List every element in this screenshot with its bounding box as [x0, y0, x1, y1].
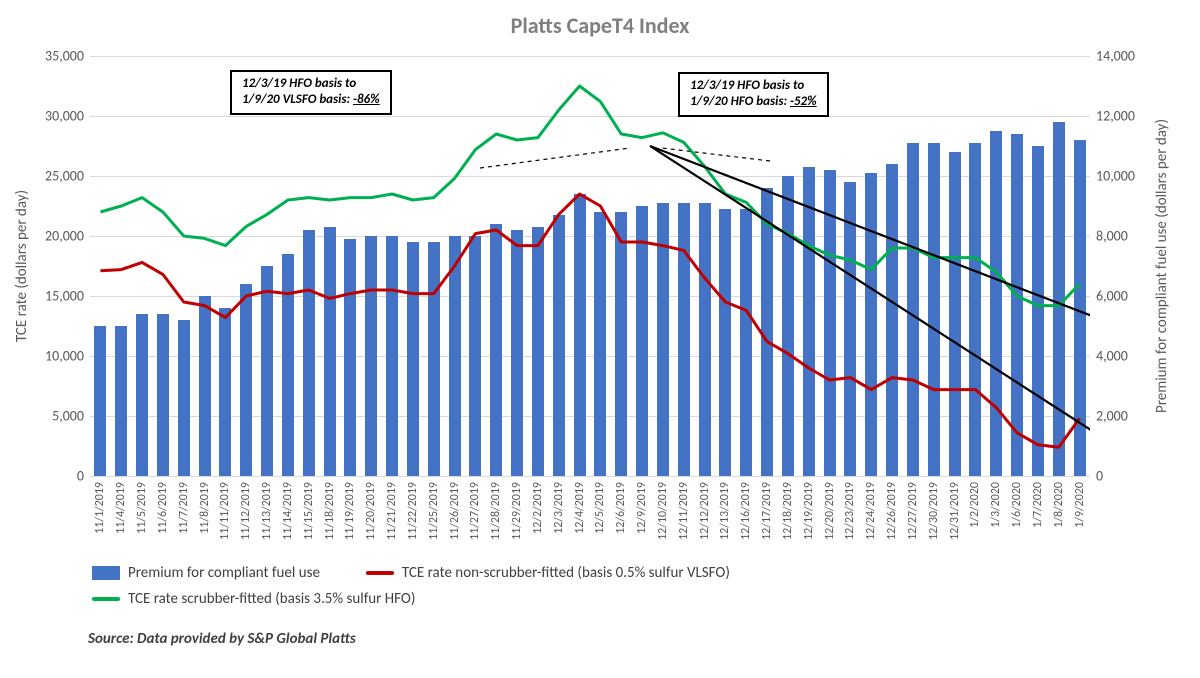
legend-item: Premium for compliant fuel use [92, 564, 320, 582]
y-left-tick: 20,000 [45, 228, 84, 245]
x-tick: 11/15/2019 [302, 482, 316, 540]
annotation-connector [480, 148, 630, 168]
y-left-tick: 10,000 [45, 348, 84, 365]
y-left-tick: 25,000 [45, 168, 84, 185]
legend-item: TCE rate scrubber-fitted (basis 3.5% sul… [92, 590, 415, 608]
x-tick: 12/13/2019 [718, 482, 732, 540]
y-left-tick: 5,000 [52, 408, 84, 425]
chart-title: Platts CapeT4 Index [0, 12, 1200, 39]
x-tick: 12/24/2019 [864, 482, 878, 540]
legend-swatch-line [366, 571, 394, 575]
x-tick: 12/30/2019 [927, 482, 941, 540]
annotation-connector [662, 148, 770, 161]
legend-swatch-line [92, 597, 120, 601]
legend-label: TCE rate scrubber-fitted (basis 3.5% sul… [128, 590, 415, 608]
grid-line [90, 476, 1090, 477]
x-tick: 1/8/2020 [1052, 482, 1066, 528]
y-right-tick: 10,000 [1096, 168, 1135, 185]
legend-label: TCE rate non-scrubber-fitted (basis 0.5%… [402, 564, 730, 582]
chart-container: Platts CapeT4 Index TCE rate (dollars pe… [0, 0, 1200, 678]
x-tick: 12/20/2019 [823, 482, 837, 540]
x-tick: 11/8/2019 [198, 482, 212, 534]
x-tick: 1/9/2020 [1073, 482, 1087, 528]
y-left-tick: 15,000 [45, 288, 84, 305]
x-tick: 12/31/2019 [948, 482, 962, 540]
x-tick: 12/26/2019 [885, 482, 899, 540]
x-tick: 11/22/2019 [406, 482, 420, 540]
y-right-tick: 4,000 [1096, 348, 1128, 365]
legend-item: TCE rate non-scrubber-fitted (basis 0.5%… [366, 564, 730, 582]
x-tick: 11/12/2019 [239, 482, 253, 540]
x-tick: 12/27/2019 [906, 482, 920, 540]
x-tick: 12/17/2019 [760, 482, 774, 540]
x-tick: 11/26/2019 [448, 482, 462, 540]
x-tick: 11/11/2019 [218, 482, 232, 540]
x-tick: 1/6/2020 [1010, 482, 1024, 528]
x-tick: 11/18/2019 [323, 482, 337, 540]
x-tick: 12/5/2019 [593, 482, 607, 534]
x-tick: 11/29/2019 [510, 482, 524, 540]
plot-area [90, 56, 1090, 476]
legend: Premium for compliant fuel use TCE rate n… [92, 564, 1092, 608]
x-tick: 12/9/2019 [635, 482, 649, 534]
x-tick: 12/3/2019 [552, 482, 566, 534]
x-tick: 12/12/2019 [698, 482, 712, 540]
x-tick: 12/19/2019 [802, 482, 816, 540]
x-tick: 11/21/2019 [385, 482, 399, 540]
annotation-arrow [650, 146, 1090, 476]
x-tick: 11/20/2019 [364, 482, 378, 540]
x-tick: 11/25/2019 [427, 482, 441, 540]
y-right-tick: 2,000 [1096, 408, 1128, 425]
y-left-tick: 30,000 [45, 108, 84, 125]
x-tick: 12/23/2019 [843, 482, 857, 540]
x-tick: 11/28/2019 [489, 482, 503, 540]
y-right-tick: 14,000 [1096, 48, 1135, 65]
x-tick: 1/3/2020 [989, 482, 1003, 528]
x-tick: 12/16/2019 [739, 482, 753, 540]
y-axis-right-label: Premium for compliant fuel use (dollars … [1153, 119, 1171, 413]
legend-label: Premium for compliant fuel use [128, 564, 320, 582]
x-tick: 11/5/2019 [135, 482, 149, 534]
series-line [100, 194, 1079, 447]
x-tick: 11/1/2019 [93, 482, 107, 534]
annotation-arrow [650, 146, 1090, 346]
x-tick: 12/10/2019 [656, 482, 670, 540]
x-tick: 11/14/2019 [281, 482, 295, 540]
source-text: Source: Data provided by S&P Global Plat… [88, 630, 356, 648]
y-right-tick: 0 [1096, 468, 1103, 485]
x-tick: 11/7/2019 [177, 482, 191, 534]
legend-swatch-bar [92, 566, 120, 580]
x-tick: 12/2/2019 [531, 482, 545, 534]
x-tick: 11/13/2019 [260, 482, 274, 540]
y-left-tick: 35,000 [45, 48, 84, 65]
callout-box: 12/3/19 HFO basis to1/9/20 HFO basis: -5… [678, 72, 829, 117]
y-right-tick: 6,000 [1096, 288, 1128, 305]
x-tick: 1/2/2020 [968, 482, 982, 528]
x-tick: 12/6/2019 [614, 482, 628, 534]
x-tick: 12/4/2019 [573, 482, 587, 534]
x-tick: 1/7/2020 [1031, 482, 1045, 528]
overlay-svg [90, 56, 1090, 476]
x-tick: 12/18/2019 [781, 482, 795, 540]
x-tick: 11/27/2019 [468, 482, 482, 540]
x-tick: 11/4/2019 [114, 482, 128, 534]
y-right-tick: 12,000 [1096, 108, 1135, 125]
y-axis-left-label: TCE rate (dollars per day) [13, 190, 31, 342]
x-tick: 11/6/2019 [156, 482, 170, 534]
callout-box: 12/3/19 HFO basis to1/9/20 VLSFO basis: … [230, 70, 392, 115]
x-tick: 11/19/2019 [343, 482, 357, 540]
y-right-tick: 8,000 [1096, 228, 1128, 245]
x-tick: 12/11/2019 [677, 482, 691, 540]
series-line [100, 86, 1079, 306]
y-left-tick: 0 [77, 468, 84, 485]
